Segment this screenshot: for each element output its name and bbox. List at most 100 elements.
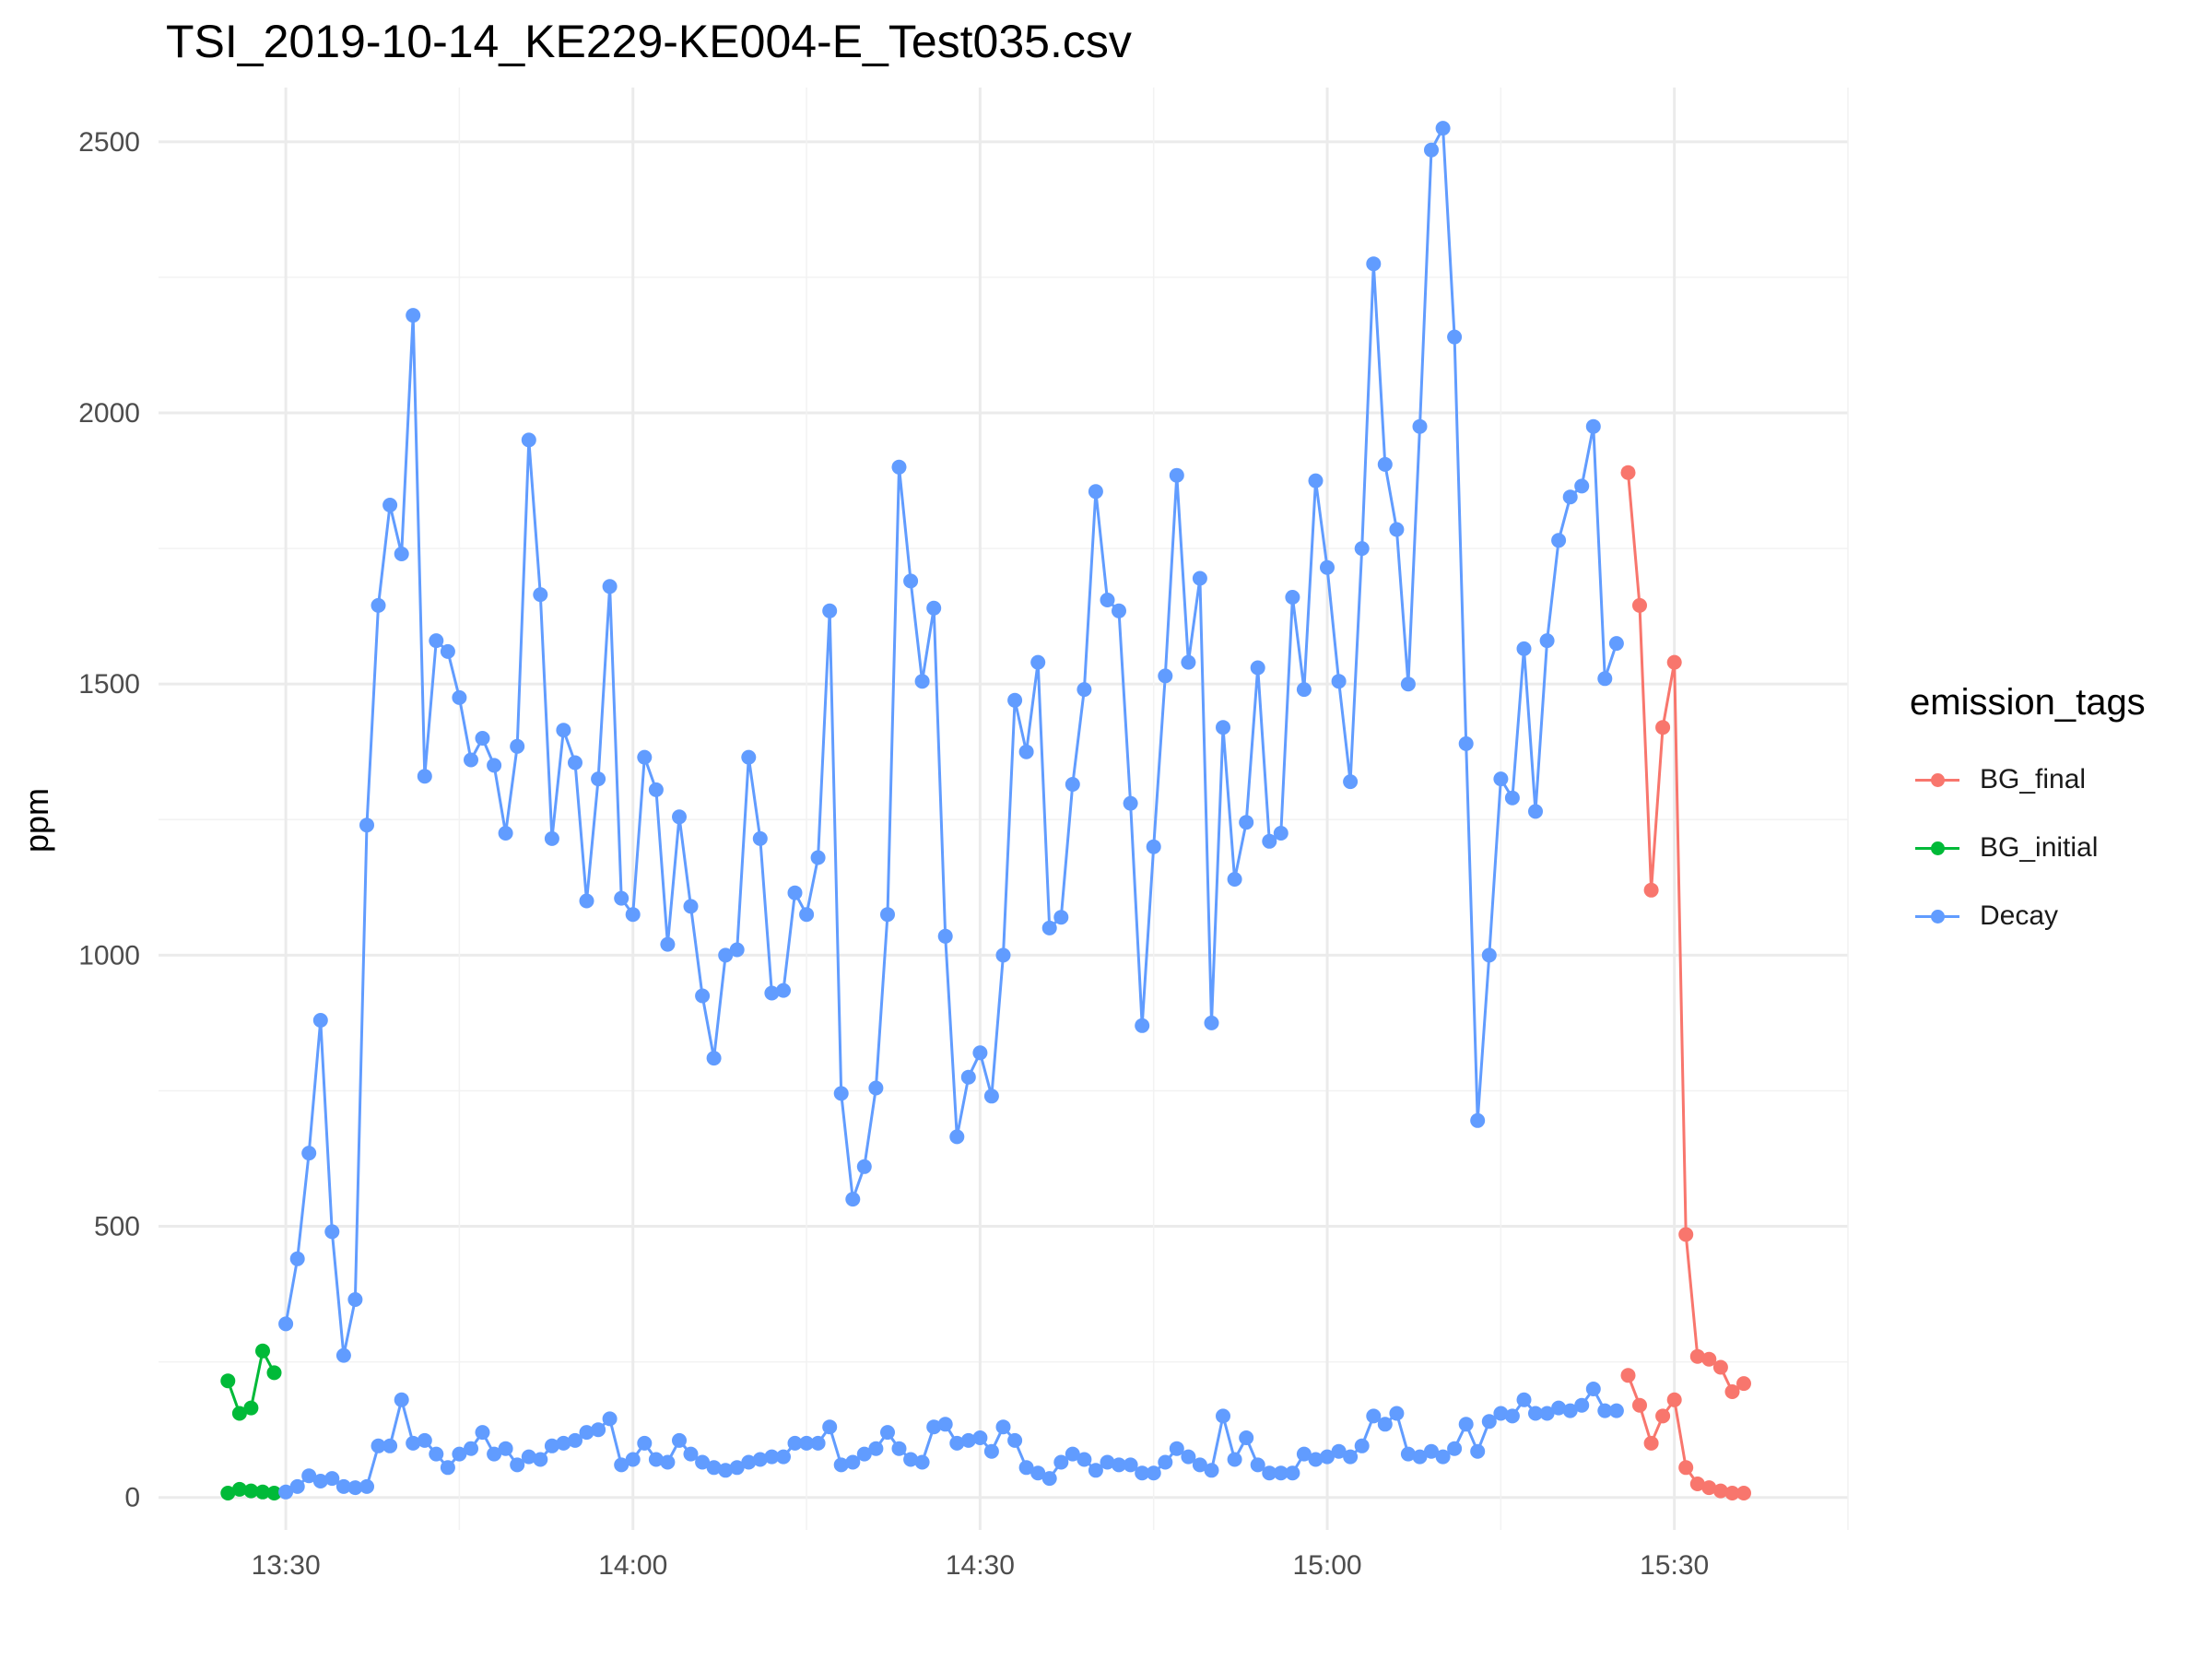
data-point xyxy=(1216,1408,1230,1424)
data-point xyxy=(1308,473,1324,488)
data-point xyxy=(394,547,409,561)
data-point xyxy=(1528,804,1543,819)
data-point xyxy=(1435,121,1451,136)
data-point xyxy=(1574,478,1590,494)
data-point xyxy=(625,1452,641,1467)
data-point xyxy=(903,573,919,589)
data-point xyxy=(464,752,478,768)
data-point xyxy=(533,1452,548,1467)
x-tick-label: 15:00 xyxy=(1292,1550,1361,1581)
data-point xyxy=(1666,654,1682,670)
data-point xyxy=(406,1435,421,1451)
data-point xyxy=(914,674,930,689)
data-point xyxy=(1169,467,1184,483)
data-point xyxy=(1053,910,1069,925)
data-point xyxy=(1308,1452,1324,1467)
data-point xyxy=(960,1069,976,1085)
data-point xyxy=(1135,1018,1150,1033)
data-point xyxy=(1389,1406,1405,1421)
data-point xyxy=(440,1460,455,1476)
data-point xyxy=(1296,1446,1312,1462)
data-point xyxy=(729,942,745,958)
data-point xyxy=(1158,668,1173,684)
data-point xyxy=(371,1438,386,1453)
data-point xyxy=(1053,1454,1069,1470)
data-point xyxy=(579,1425,594,1441)
data-point xyxy=(335,1347,351,1363)
data-point xyxy=(1018,744,1034,759)
chart-title: TSI_2019-10-14_KE229-KE004-E_Test035.csv xyxy=(166,16,1132,67)
data-point xyxy=(787,885,803,900)
data-point xyxy=(1458,1417,1474,1432)
data-point xyxy=(856,1159,872,1174)
data-point xyxy=(301,1146,317,1161)
data-point xyxy=(1366,256,1382,272)
data-point xyxy=(1435,1449,1451,1465)
series-bg-initial xyxy=(220,1343,282,1500)
data-point xyxy=(568,1432,582,1448)
data-point xyxy=(1366,1408,1382,1424)
data-point xyxy=(1551,533,1567,548)
data-point xyxy=(1481,947,1497,963)
data-point xyxy=(1585,418,1601,434)
data-point xyxy=(949,1129,965,1145)
data-point xyxy=(1655,720,1671,735)
data-point xyxy=(347,1480,363,1496)
series-bg-final xyxy=(1620,465,1751,1500)
data-point xyxy=(266,1365,282,1381)
data-point xyxy=(660,1454,676,1470)
data-point xyxy=(845,1192,861,1207)
data-point xyxy=(324,1224,340,1240)
data-point xyxy=(1412,418,1428,434)
data-point xyxy=(1169,1441,1184,1456)
data-point xyxy=(1516,641,1532,656)
data-point xyxy=(1666,1392,1682,1407)
data-point xyxy=(1539,633,1555,649)
data-point xyxy=(312,1474,328,1488)
legend-item-decay: Decay xyxy=(1910,882,2146,950)
data-point xyxy=(660,936,676,952)
data-point xyxy=(1343,1449,1359,1465)
data-point xyxy=(1146,1465,1161,1481)
data-point xyxy=(868,1080,884,1096)
data-point xyxy=(1100,1454,1115,1470)
data-point xyxy=(1100,593,1115,607)
data-point xyxy=(741,749,757,765)
data-point xyxy=(972,1045,988,1061)
data-point xyxy=(1412,1449,1428,1465)
data-point xyxy=(1227,1452,1242,1467)
data-point xyxy=(729,1460,745,1476)
data-point xyxy=(498,826,513,841)
series-line xyxy=(1627,472,1745,1394)
data-point xyxy=(1597,671,1613,687)
data-point xyxy=(891,459,907,475)
data-point xyxy=(1331,674,1347,689)
x-axis-ticks: 13:30 14:00 14:30 15:00 15:30 xyxy=(252,1550,1710,1581)
data-point xyxy=(718,947,734,963)
data-point xyxy=(1331,1443,1347,1459)
data-point xyxy=(1077,1452,1092,1467)
data-point xyxy=(579,893,594,909)
data-point xyxy=(614,890,629,906)
data-point xyxy=(1343,774,1359,790)
y-tick-label: 2500 xyxy=(78,127,140,158)
data-point xyxy=(1608,636,1624,652)
data-point xyxy=(1400,677,1416,692)
data-point xyxy=(556,723,571,738)
data-point xyxy=(648,782,664,797)
data-point xyxy=(371,597,386,613)
data-point xyxy=(914,1454,930,1470)
data-point xyxy=(1643,1435,1659,1451)
data-point xyxy=(741,1454,757,1470)
data-point xyxy=(891,1441,907,1456)
data-point xyxy=(764,1449,780,1465)
data-point xyxy=(845,1454,861,1470)
data-point xyxy=(1481,1414,1497,1430)
x-tick-label: 14:30 xyxy=(946,1550,1015,1581)
data-point xyxy=(1262,1465,1277,1481)
data-point xyxy=(1447,329,1463,345)
data-point xyxy=(706,1460,722,1476)
data-point xyxy=(255,1343,270,1359)
data-point xyxy=(1250,660,1265,676)
data-point xyxy=(833,1457,849,1473)
